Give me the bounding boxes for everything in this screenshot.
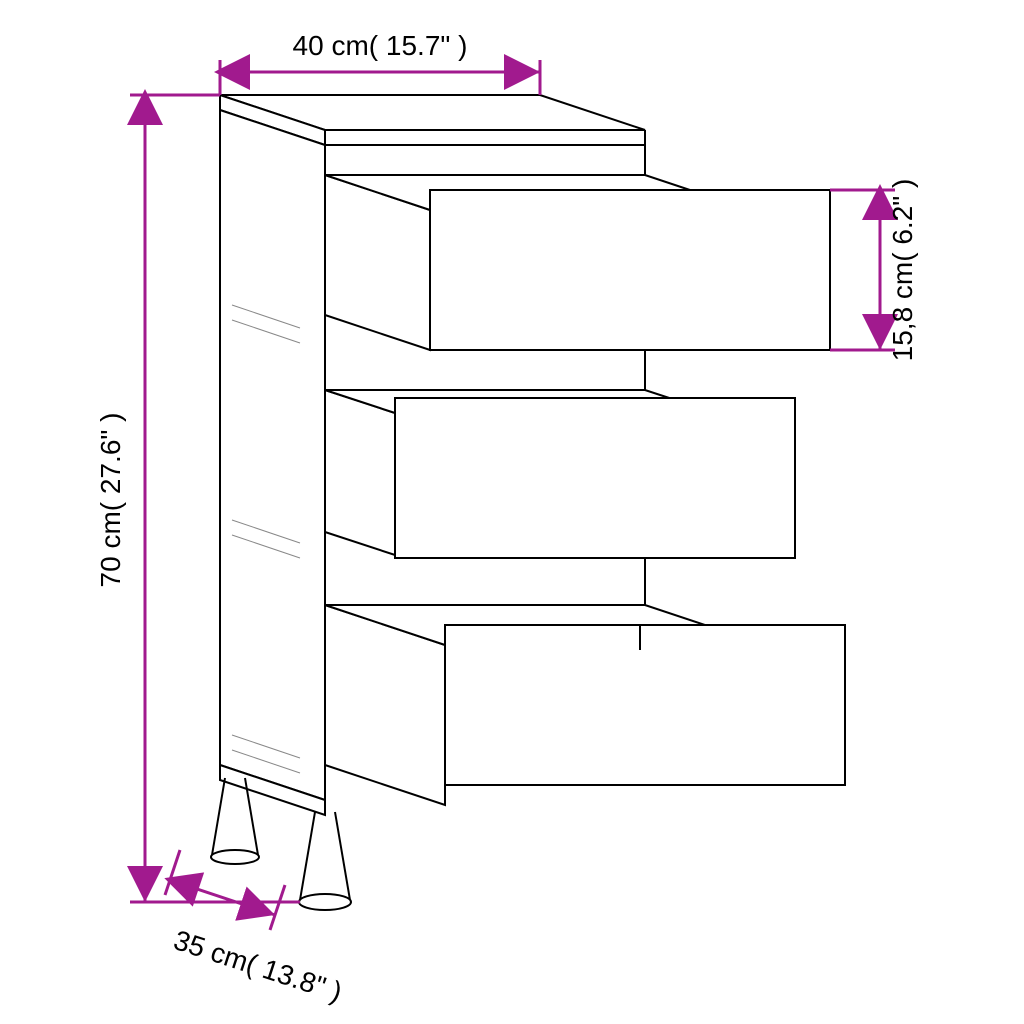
dim-drawer: 15,8 cm( 6.2" ): [830, 179, 918, 362]
dim-drawer-label: 15,8 cm( 6.2" ): [887, 179, 918, 362]
dim-width-label: 40 cm( 15.7" ): [293, 30, 468, 61]
drawer-3: [325, 605, 845, 805]
dim-height-label: 70 cm( 27.6" ): [95, 413, 126, 588]
drawer-1: [325, 175, 830, 350]
dim-depth: 35 cm( 13.8" ): [165, 850, 346, 1008]
drawer-2: [325, 390, 795, 558]
dim-depth-label: 35 cm( 13.8" ): [170, 924, 346, 1008]
dimension-diagram: 40 cm( 15.7" ) 70 cm( 27.6" ) 35 cm( 13.…: [0, 0, 1024, 1024]
dim-width: 40 cm( 15.7" ): [220, 30, 540, 95]
product-outline: [211, 95, 845, 910]
